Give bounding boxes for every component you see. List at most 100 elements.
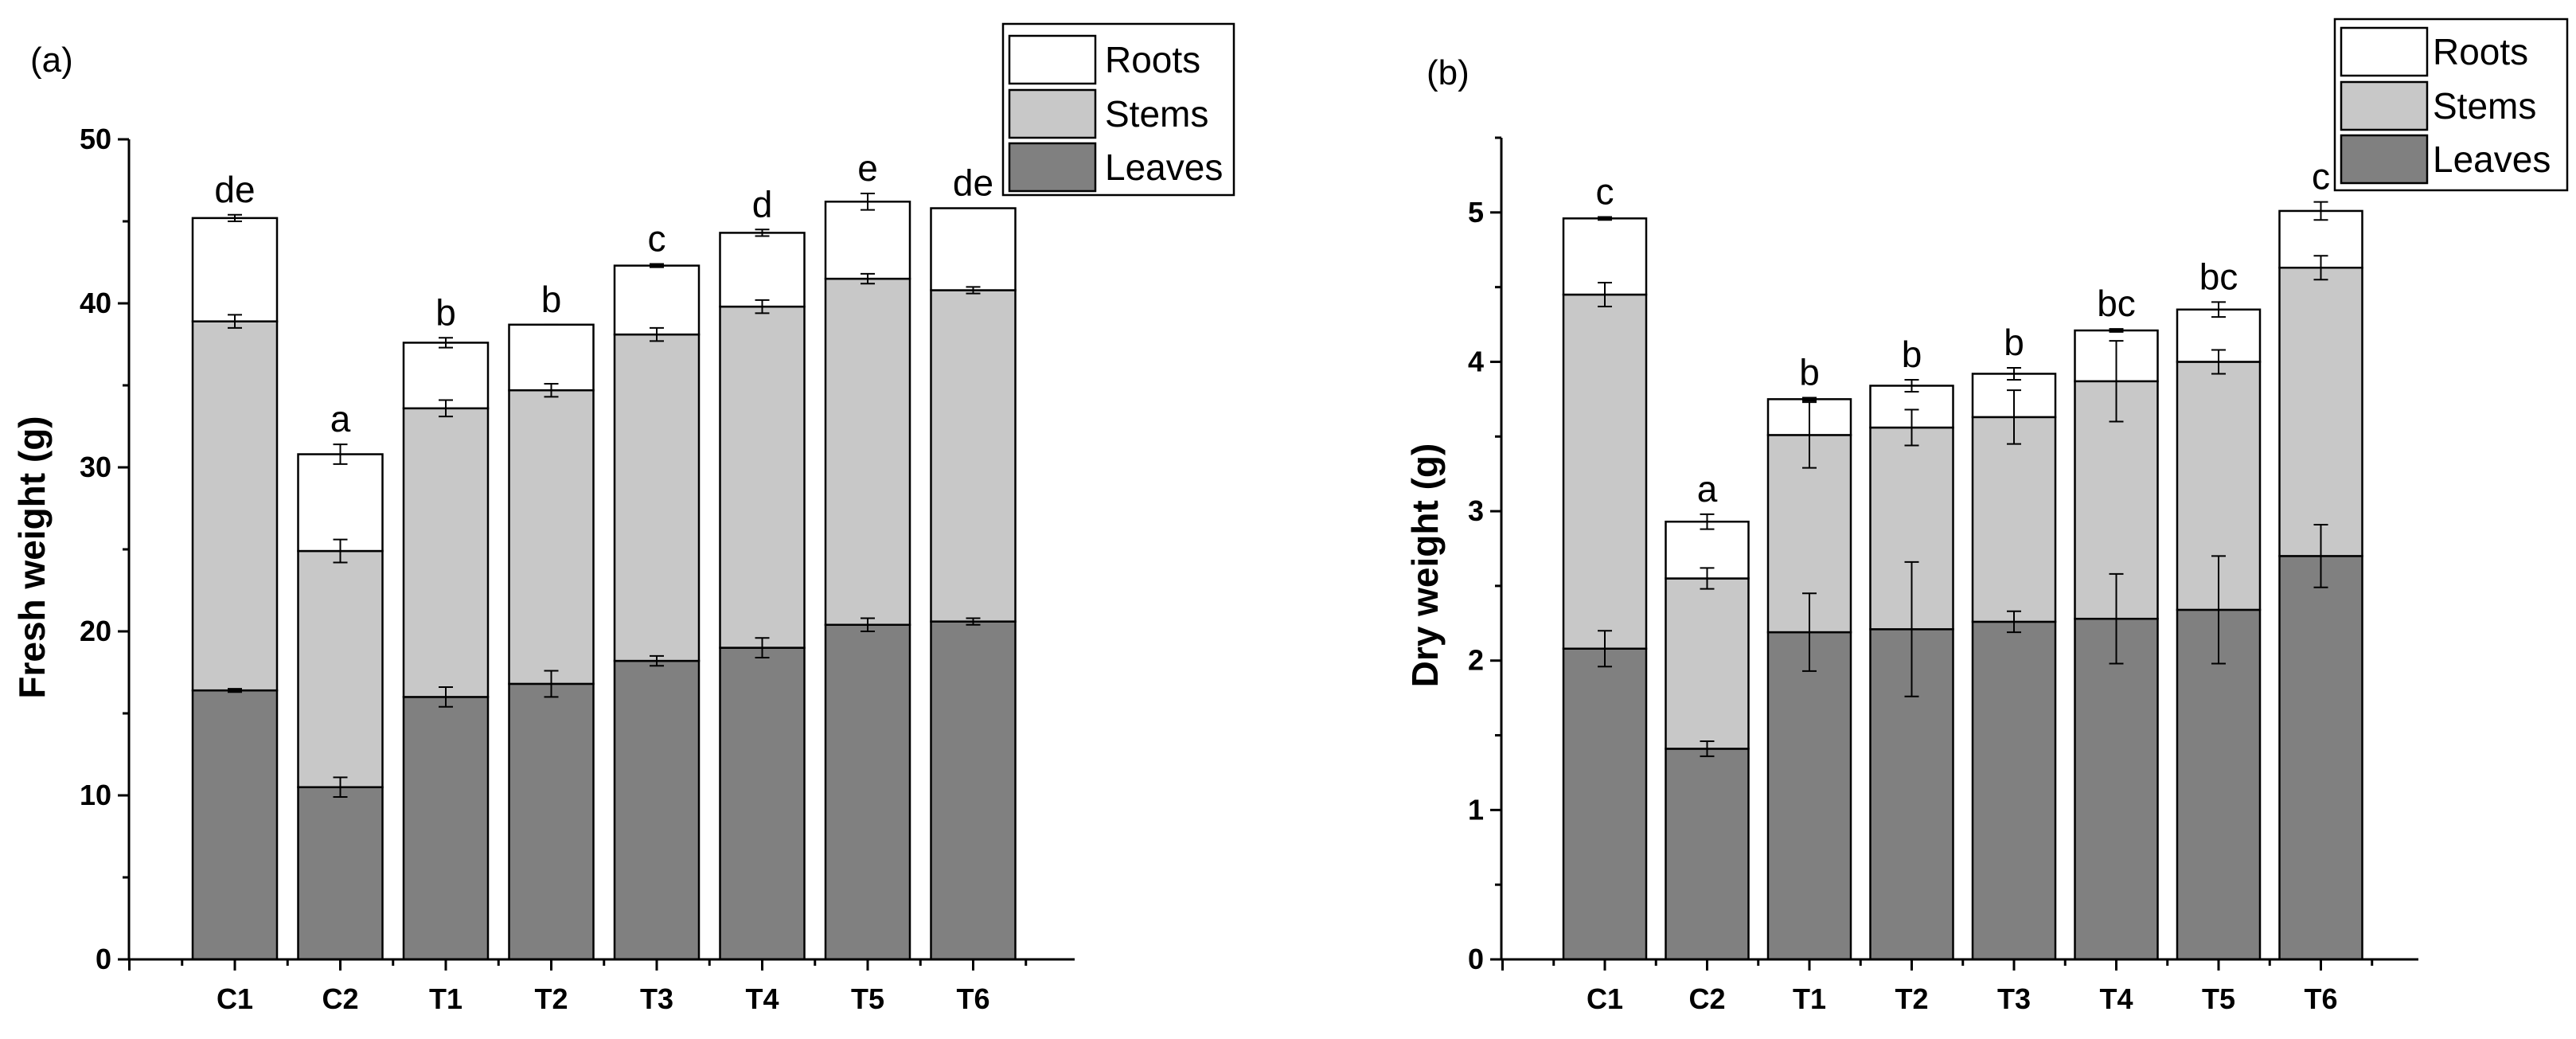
error-bar-roots-T4 <box>755 229 770 237</box>
bar-roots-C1 <box>191 217 279 322</box>
significance-letter: e <box>857 147 878 189</box>
x-tick-label-C2: C2 <box>322 982 358 1015</box>
error-bar-leaves-T4 <box>755 637 770 658</box>
legend-label-roots: Roots <box>2433 31 2528 72</box>
error-bar-leaves-T5 <box>2211 555 2226 665</box>
error-bar-stems-T3 <box>2007 389 2021 445</box>
error-bar-leaves-T4 <box>2109 572 2124 665</box>
x-tick-label-C2: C2 <box>1688 982 1725 1015</box>
error-bar-leaves-T2 <box>544 670 559 698</box>
bar-leaves-T3 <box>1971 620 2057 961</box>
legend-swatch-roots <box>1008 34 1097 85</box>
panel-label: (b) <box>1427 53 1469 92</box>
error-bar-roots-T3 <box>2007 366 2021 381</box>
error-bar-leaves-C2 <box>333 776 348 799</box>
legend-label-leaves: Leaves <box>1105 146 1223 188</box>
bar-leaves-T5 <box>2176 608 2262 961</box>
x-tick-label-T4: T4 <box>2099 982 2133 1015</box>
error-bar-stems-T2 <box>1904 408 1919 447</box>
error-bar-stems-T1 <box>439 399 453 418</box>
bar-stems-T6 <box>930 289 1017 623</box>
axes <box>1490 136 2418 971</box>
error-bar-roots-T6 <box>2313 201 2328 221</box>
error-bar-stems-T6 <box>966 286 981 295</box>
bars: c a b b b bc bc c <box>1562 156 2363 961</box>
panel-label: (a) <box>30 41 73 80</box>
bar-roots-T6 <box>930 207 1017 291</box>
significance-letter: b <box>541 279 562 320</box>
y-tick-label: 20 <box>80 615 111 647</box>
significance-letter: a <box>1697 468 1718 510</box>
x-tick-label-T5: T5 <box>2202 982 2235 1015</box>
error-bar-roots-C1 <box>1598 216 1612 221</box>
error-bar-stems-T3 <box>650 326 664 342</box>
error-bar-roots-C1 <box>228 213 242 222</box>
significance-letter: de <box>953 162 993 204</box>
error-bar-leaves-T1 <box>1802 592 1817 672</box>
bar-roots-T5 <box>824 201 911 280</box>
error-bar-stems-T5 <box>2211 349 2226 375</box>
bar-stems-C2 <box>1665 577 1750 750</box>
error-bar-stems-C1 <box>228 314 242 329</box>
bar-roots-T3 <box>613 264 701 336</box>
x-tick-label-T5: T5 <box>851 982 884 1015</box>
bar-leaves-T2 <box>508 682 595 961</box>
x-tick-label-T1: T1 <box>429 982 463 1015</box>
bar-stems-T1 <box>402 407 490 698</box>
error-bar-roots-C2 <box>1700 513 1715 530</box>
x-tick-label-T3: T3 <box>640 982 673 1015</box>
error-bar-leaves-T6 <box>2313 523 2328 588</box>
y-tick-label: 0 <box>1468 943 1484 975</box>
error-bar-roots-T3 <box>650 263 664 268</box>
bar-leaves-C2 <box>297 786 384 961</box>
y-tick-label: 2 <box>1468 644 1484 677</box>
x-tick-label-T3: T3 <box>1997 982 2031 1015</box>
error-bar-stems-T5 <box>861 272 875 285</box>
bar-stems-T3 <box>1971 416 2057 623</box>
error-bar-leaves-T2 <box>1904 561 1919 697</box>
significance-letter: d <box>752 183 773 225</box>
significance-letter: b <box>2004 322 2024 363</box>
bar-leaves-C2 <box>1665 748 1750 961</box>
x-tick-label-T1: T1 <box>1793 982 1826 1015</box>
legend-label-stems: Stems <box>2433 85 2536 127</box>
y-tick-label: 50 <box>80 123 111 155</box>
bar-leaves-C1 <box>1562 647 1648 961</box>
error-bar-stems-T4 <box>755 299 770 314</box>
legend-label-stems: Stems <box>1105 93 1208 135</box>
bar-leaves-T4 <box>719 646 806 961</box>
significance-letter: de <box>214 169 255 210</box>
error-bar-stems-C1 <box>1598 282 1612 308</box>
legend-label-roots: Roots <box>1105 39 1200 80</box>
y-axis-title: Fresh weight (g) <box>11 416 53 698</box>
error-bar-leaves-T1 <box>439 686 453 708</box>
error-bar-stems-T6 <box>2313 255 2328 281</box>
error-bar-leaves-T5 <box>861 617 875 632</box>
bar-stems-C1 <box>191 320 279 692</box>
x-tick-label-T4: T4 <box>745 982 779 1015</box>
bar-stems-T4 <box>719 305 806 649</box>
bar-leaves-T6 <box>930 620 1017 961</box>
bar-stems-T3 <box>613 333 701 662</box>
error-bar-stems-T1 <box>1802 401 1817 469</box>
bar-stems-T6 <box>2278 266 2363 557</box>
x-tick-label-T2: T2 <box>534 982 568 1015</box>
x-tick-label-T6: T6 <box>2304 982 2337 1015</box>
error-bar-stems-T2 <box>544 382 559 398</box>
legend: Roots Stems Leaves <box>1001 22 1235 197</box>
axes <box>118 138 1075 971</box>
error-bar-stems-C2 <box>1700 567 1715 590</box>
bar-leaves-T5 <box>824 623 911 961</box>
error-bar-roots-T1 <box>439 337 453 349</box>
y-axis-title: Dry weight (g) <box>1404 443 1446 688</box>
significance-letter: b <box>435 291 456 333</box>
y-tick-label: 40 <box>80 287 111 319</box>
error-bar-leaves-T3 <box>650 654 664 667</box>
error-bar-leaves-C2 <box>1700 740 1715 757</box>
error-bar-roots-C2 <box>333 443 348 465</box>
x-tick-label-C1: C1 <box>217 982 253 1015</box>
error-bar-roots-T2 <box>1904 378 1919 393</box>
bar-roots-C2 <box>297 453 384 553</box>
